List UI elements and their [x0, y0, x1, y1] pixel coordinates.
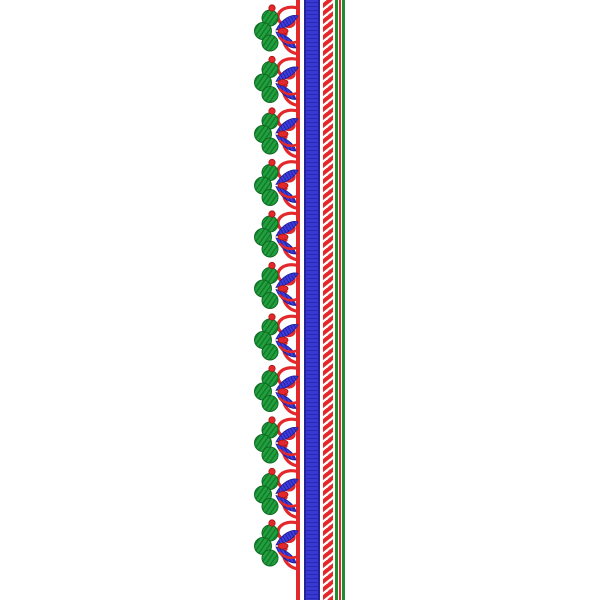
- motif: [254, 313, 300, 365]
- green-edge-line: [342, 0, 345, 600]
- red-tendril: [278, 345, 298, 354]
- red-tendril: [278, 36, 298, 45]
- motif: [254, 416, 300, 468]
- green-lobe: [261, 86, 279, 103]
- green-lobe: [261, 189, 279, 206]
- red-tendril: [278, 551, 298, 560]
- red-tendril: [278, 139, 298, 148]
- stripes-layer: [296, 0, 345, 600]
- motif: [254, 4, 300, 56]
- green-lobe: [261, 292, 279, 309]
- red-center: [277, 336, 289, 344]
- red-center: [277, 233, 289, 241]
- red-center: [277, 388, 289, 395]
- green-lobe: [261, 240, 279, 258]
- green-lobe: [261, 498, 279, 515]
- motif: [254, 261, 300, 314]
- blue-satin-band: [304, 0, 320, 600]
- motif: [254, 519, 300, 571]
- motif: [254, 158, 300, 211]
- red-center: [277, 542, 289, 550]
- motif: [254, 107, 300, 159]
- red-tendril: [278, 448, 298, 457]
- red-inner-line: [296, 0, 300, 600]
- red-bead: [268, 4, 276, 12]
- green-lobe: [261, 137, 279, 155]
- red-center: [277, 79, 289, 86]
- red-tendril: [278, 242, 298, 251]
- red-thin-line: [339, 0, 341, 600]
- red-center: [277, 27, 289, 35]
- red-center: [277, 285, 289, 292]
- red-bead: [268, 519, 276, 527]
- red-tendril: [278, 294, 298, 302]
- green-lobe: [261, 446, 279, 464]
- green-thin-line: [335, 0, 338, 600]
- red-bead: [268, 55, 276, 64]
- red-bead: [268, 467, 276, 476]
- red-bead: [268, 416, 276, 424]
- blue-band-edge-right: [318, 0, 320, 600]
- red-tendril: [278, 88, 298, 96]
- red-bead: [268, 261, 276, 270]
- motifs-layer: [254, 4, 300, 571]
- red-tendril: [278, 191, 298, 199]
- red-tendril: [278, 397, 298, 405]
- red-bead: [268, 158, 276, 167]
- red-center: [277, 130, 289, 138]
- red-center: [277, 182, 289, 189]
- green-lobe: [261, 549, 279, 567]
- blue-band-edge-left: [304, 0, 306, 600]
- green-lobe: [261, 34, 279, 52]
- motif: [254, 364, 300, 417]
- red-bead: [268, 210, 276, 218]
- red-bead: [268, 364, 276, 373]
- green-lobe: [261, 395, 279, 412]
- red-center: [277, 491, 289, 498]
- red-center: [277, 439, 289, 447]
- red-tendril: [278, 500, 298, 508]
- red-bead: [268, 107, 276, 115]
- red-bead: [268, 313, 276, 321]
- red-rope-band: [323, 0, 333, 600]
- motif: [254, 467, 300, 520]
- green-lobe: [261, 343, 279, 361]
- motif: [254, 210, 300, 262]
- motif: [254, 55, 300, 108]
